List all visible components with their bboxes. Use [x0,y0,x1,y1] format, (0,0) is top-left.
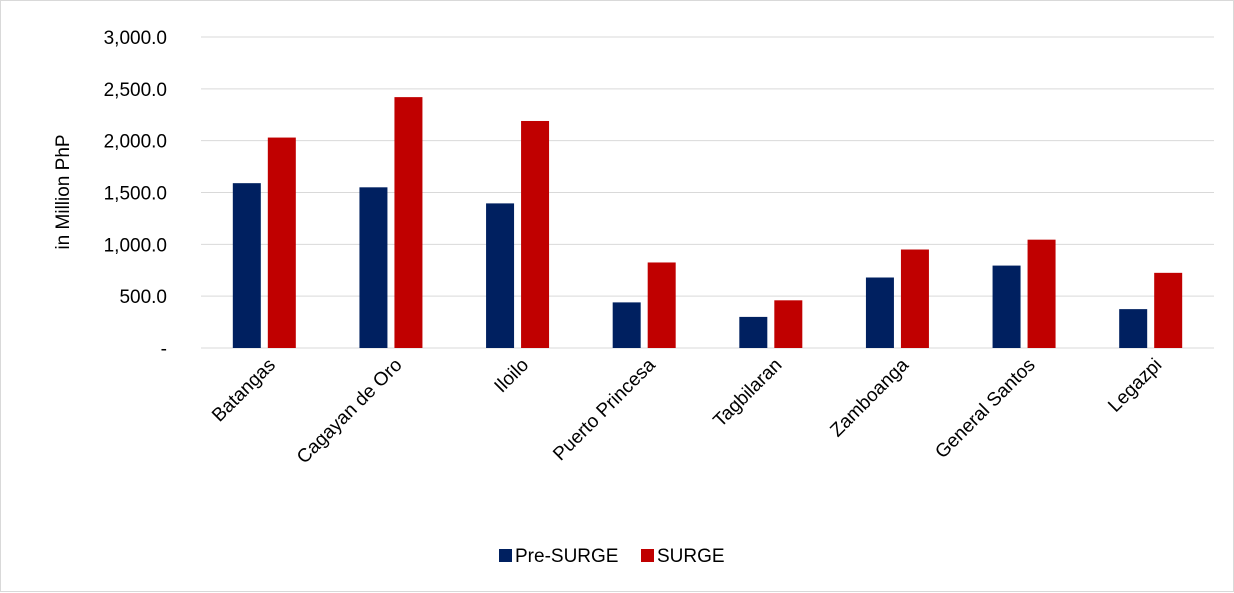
y-axis-tick-labels: - 500.0 1,000.0 1,500.0 2,000.0 2,500.0 3,000.… [104,28,167,360]
y-tick-label: 3,000.0 [104,28,167,49]
bar-pre-surge-batangas [232,183,261,348]
bar-surge-cagayan-de-oro [394,97,423,348]
x-axis-category-labels: Batangas Cagayan de Oro Iloilo Puerto Princ… [208,354,1166,468]
y-tick-label: 2,500.0 [104,80,167,101]
bar-pre-surge-zamboanga [865,277,894,348]
bar-surge-legazpi [1154,272,1183,348]
x-category-label: Tagbilaran [710,355,787,432]
legend-label: Pre-SURGE [515,546,618,567]
x-category-label: Legazpi [1104,355,1166,417]
legend-swatch [499,549,512,562]
x-category-label: Zamboanga [826,354,913,441]
bar-pre-surge-legazpi [1119,309,1148,348]
bars [232,97,1183,348]
bar-pre-surge-iloilo [486,203,515,348]
bar-pre-surge-cagayan-de-oro [359,187,388,348]
y-tick-label: 500.0 [119,287,167,308]
y-tick-label: - [161,339,167,360]
bar-pre-surge-general-santos [992,265,1021,348]
x-category-label: Puerto Princesa [549,354,660,465]
x-category-label: Batangas [208,355,280,427]
y-axis-title: in Million PhP [53,134,74,249]
y-tick-label: 1,000.0 [104,235,167,256]
y-tick-label: 1,500.0 [104,184,167,205]
bar-surge-iloilo [521,120,550,348]
bar-surge-puerto-princesa [647,262,676,348]
bar-pre-surge-puerto-princesa [612,302,641,348]
bar-surge-tagbilaran [774,300,803,348]
legend-label: SURGE [657,546,725,567]
gridlines [201,36,1214,349]
bar-surge-zamboanga [900,249,929,348]
x-category-label: Cagayan de Oro [293,355,406,468]
bar-pre-surge-tagbilaran [739,316,768,348]
y-tick-label: 2,000.0 [104,132,167,153]
bar-surge-batangas [267,137,296,348]
bar-surge-general-santos [1027,239,1056,348]
x-category-label: General Santos [931,355,1039,463]
legend-swatch [641,549,654,562]
x-category-label: Iloilo [491,355,533,397]
legend: Pre-SURGE SURGE [499,546,725,567]
